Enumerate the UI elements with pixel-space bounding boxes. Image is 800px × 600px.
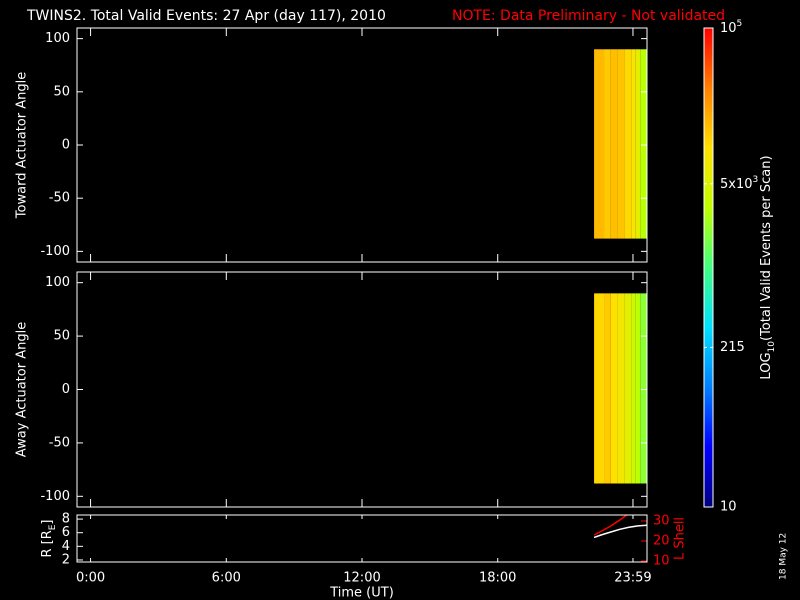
heatmap-cell bbox=[635, 293, 641, 484]
panel-frame bbox=[76, 271, 648, 508]
heatmap-cell bbox=[594, 293, 605, 484]
heatmap-cell bbox=[617, 49, 625, 239]
y-tick-label: -100 bbox=[40, 244, 70, 259]
x-tick-label: 0:00 bbox=[76, 571, 105, 586]
y-tick-label: 4 bbox=[62, 539, 70, 554]
y-axis-label: R [RE] bbox=[40, 519, 58, 557]
heatmap-cell bbox=[635, 49, 641, 239]
y-tick-label: 8 bbox=[62, 512, 70, 527]
y-tick-label: 6 bbox=[62, 525, 70, 540]
heatmap-cell bbox=[610, 49, 618, 239]
colorbar-tick-label-main: 5x10 bbox=[720, 176, 753, 191]
y-tick-label: -50 bbox=[49, 435, 70, 450]
colorbar-tick-label-main: 10 bbox=[720, 21, 737, 36]
panel-frame bbox=[76, 27, 648, 263]
x-axis-label: Time (UT) bbox=[329, 586, 394, 600]
heatmap-cell bbox=[594, 49, 605, 239]
colorbar-label-main: LOG bbox=[759, 352, 774, 379]
x-tick-label: 23:59 bbox=[614, 571, 651, 586]
colorbar-tick-label: 105 bbox=[720, 19, 742, 36]
colorbar-label-rest: (Total Valid Events per Scan) bbox=[759, 155, 774, 341]
y-axis-label: Toward Actuator Angle bbox=[15, 72, 30, 219]
colorbar-tick-label-sup: 3 bbox=[753, 174, 759, 184]
y-tick-label: 50 bbox=[53, 84, 70, 99]
orbit-line bbox=[593, 524, 647, 539]
colorbar-label-sub: 10 bbox=[767, 341, 777, 353]
y-axis-label-rest: ] bbox=[40, 519, 55, 524]
date-stamp: 18 May 12 bbox=[779, 533, 789, 580]
y-tick-label: 0 bbox=[62, 382, 70, 397]
colorbar bbox=[703, 27, 714, 508]
heatmap-cell bbox=[631, 293, 636, 484]
x-tick-label: 6:00 bbox=[212, 571, 241, 586]
colorbar-tick-label: 5x103 bbox=[720, 174, 758, 191]
chart-title: TWINS2. Total Valid Events: 27 Apr (day … bbox=[26, 8, 386, 24]
heatmap-cell bbox=[604, 293, 611, 484]
colorbar-label: LOG10(Total Valid Events per Scan) bbox=[759, 155, 777, 379]
colorbar-tick-label: 215 bbox=[720, 340, 745, 355]
y2-tick-label: 20 bbox=[653, 534, 670, 549]
y-axis-label-main: R [R bbox=[40, 530, 55, 557]
y-tick-label: 100 bbox=[45, 275, 70, 290]
y-tick-label: 50 bbox=[53, 329, 70, 344]
x-tick-label: 12:00 bbox=[343, 571, 380, 586]
heatmap-cell bbox=[617, 293, 625, 484]
y2-tick-label: 30 bbox=[653, 514, 670, 529]
colorbar-tick-label: 10 bbox=[720, 500, 737, 515]
heatmap-cell bbox=[640, 49, 647, 239]
heatmap-cell bbox=[631, 49, 636, 239]
y-tick-label: -50 bbox=[49, 191, 70, 206]
heatmap-cell bbox=[604, 49, 611, 239]
y-axis-label: Away Actuator Angle bbox=[15, 322, 30, 457]
heatmap-cell bbox=[640, 293, 647, 484]
heatmap-cell bbox=[610, 293, 618, 484]
panel-frame bbox=[76, 514, 648, 563]
x-tick-label: 18:00 bbox=[479, 571, 516, 586]
orbit-line bbox=[593, 515, 628, 536]
y-tick-label: 0 bbox=[62, 138, 70, 153]
y-tick-label: -100 bbox=[40, 489, 70, 504]
y-tick-label: 2 bbox=[62, 552, 70, 567]
colorbar-tick-label-sup: 5 bbox=[737, 19, 743, 29]
heatmap-cell bbox=[624, 293, 632, 484]
heatmap-cell bbox=[624, 49, 632, 239]
y-axis-label-sub: E bbox=[48, 524, 58, 530]
chart-note: NOTE: Data Preliminary - Not validated bbox=[452, 8, 725, 24]
y2-axis-label: L Shell bbox=[673, 517, 688, 560]
y2-tick-label: 10 bbox=[653, 554, 670, 569]
y-tick-label: 100 bbox=[45, 31, 70, 46]
